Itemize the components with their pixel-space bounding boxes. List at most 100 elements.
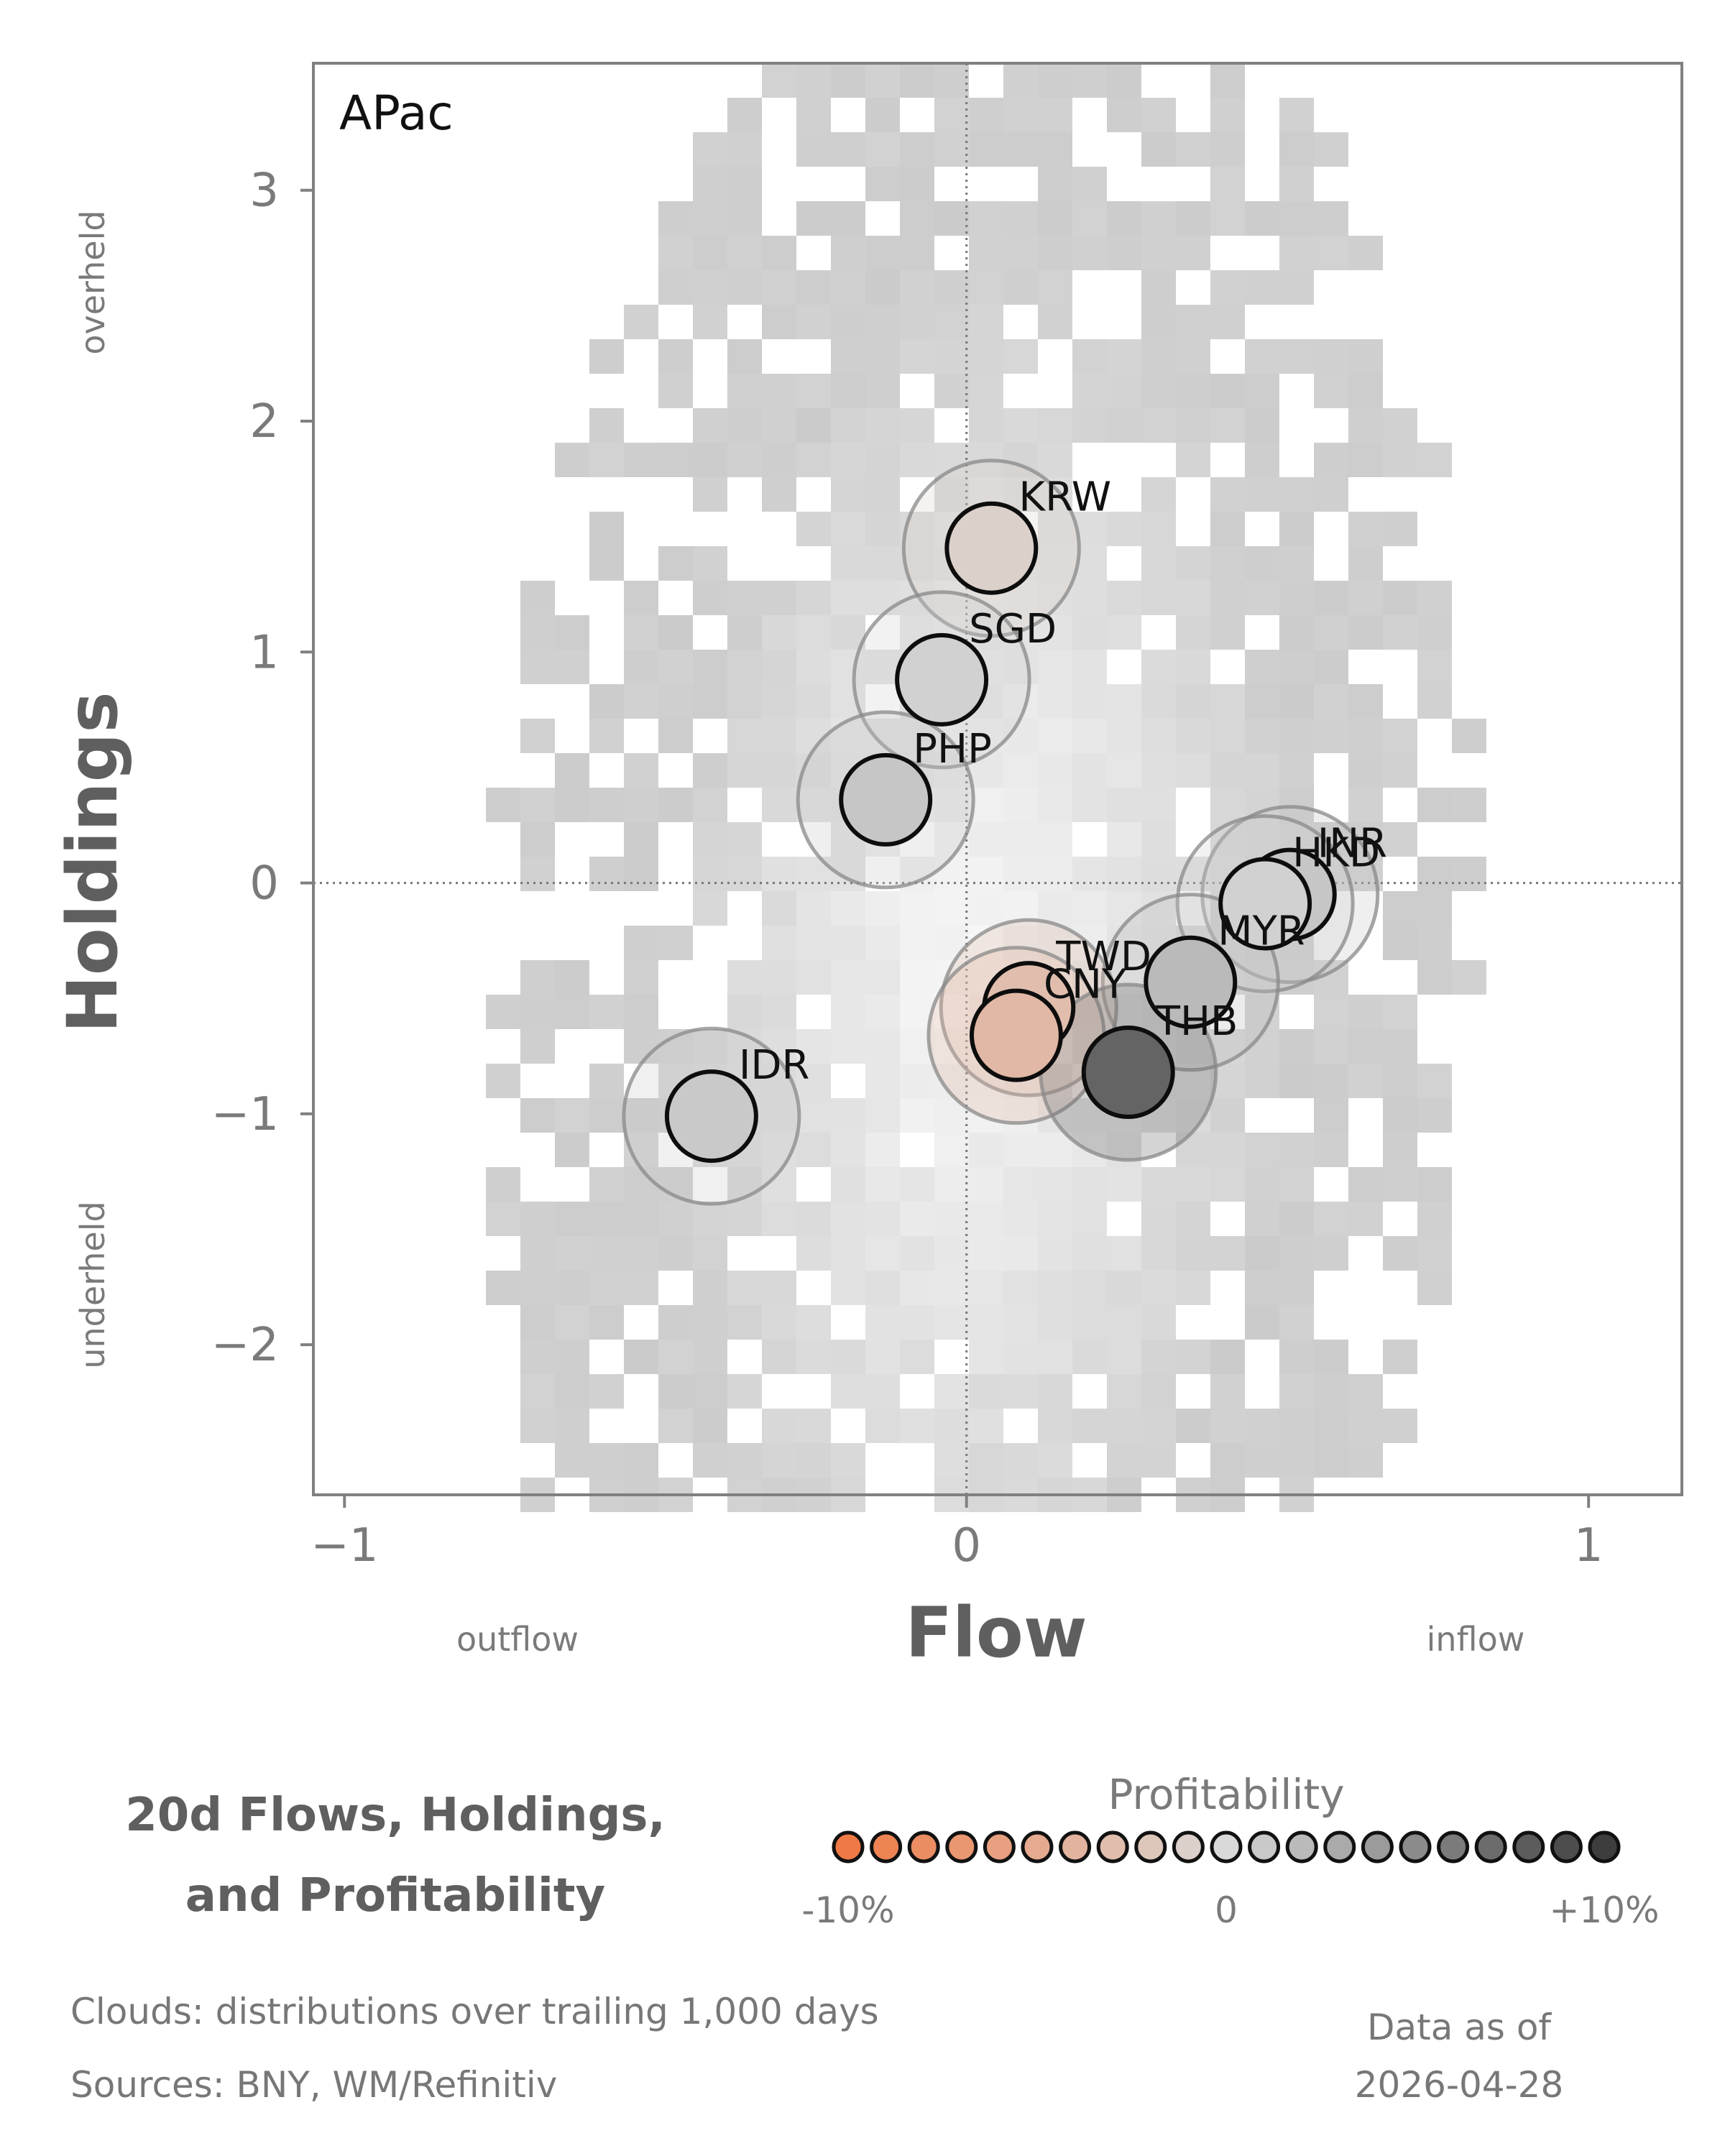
cloud-cell	[693, 1409, 727, 1443]
cloud-cell	[1383, 891, 1417, 926]
cloud-cell	[865, 1167, 900, 1202]
cloud-cell	[1245, 546, 1279, 581]
y-tick-label: 3	[249, 165, 279, 218]
cloud-cell	[865, 63, 900, 98]
cloud-cell	[727, 236, 762, 270]
cloud-cell	[1038, 1133, 1072, 1167]
cloud-cell	[1003, 201, 1038, 236]
cloud-cell	[796, 891, 831, 926]
cloud-cell	[1038, 857, 1072, 891]
cloud-cell	[658, 443, 693, 477]
y-side-label-bottom: underheld	[73, 1201, 112, 1368]
cloud-cell	[1141, 477, 1176, 512]
cloud-cell	[1417, 581, 1452, 615]
cloud-cell	[486, 995, 520, 1029]
cloud-cell	[900, 891, 934, 926]
cloud-cell	[1348, 546, 1383, 581]
cloud-cell	[693, 1340, 727, 1374]
cloud-cell	[1314, 1029, 1348, 1064]
cloud-cell	[934, 857, 969, 891]
cloud-cell	[865, 1064, 900, 1098]
cloud-cell	[1245, 684, 1279, 719]
cloud-cell	[969, 305, 1003, 339]
cloud-cell	[865, 443, 900, 477]
cloud-cell	[865, 1305, 900, 1340]
cloud-cell	[934, 1236, 969, 1271]
cloud-cell	[969, 408, 1003, 443]
cloud-cell	[1383, 822, 1417, 857]
cloud-cell	[589, 788, 624, 822]
cloud-cell	[624, 1443, 658, 1478]
cloud-cell	[1279, 1236, 1314, 1271]
cloud-cell	[1107, 98, 1141, 132]
profitability-scale-dot	[1399, 1830, 1432, 1864]
point-marker	[1218, 857, 1312, 951]
cloud-cell	[1003, 788, 1038, 822]
cloud-cell	[486, 1167, 520, 1202]
cloud-cell	[520, 1305, 555, 1340]
cloud-cell	[693, 650, 727, 684]
cloud-cell	[1245, 1305, 1279, 1340]
cloud-cell	[1003, 408, 1038, 443]
cloud-cell	[900, 270, 934, 305]
cloud-cell	[796, 1029, 831, 1064]
cloud-cell	[1210, 684, 1245, 719]
cloud-cell	[762, 1271, 796, 1305]
cloud-cell	[1107, 1374, 1141, 1409]
cloud-cell	[693, 684, 727, 719]
cloud-cell	[1383, 719, 1417, 753]
cloud-cell	[1072, 1167, 1107, 1202]
cloud-cell	[1348, 995, 1383, 1029]
cloud-cell	[1141, 236, 1176, 270]
cloud-cell	[1383, 512, 1417, 546]
cloud-cell	[1314, 374, 1348, 408]
cloud-cell	[1141, 1167, 1176, 1202]
cloud-cell	[727, 201, 762, 236]
cloud-cell	[589, 1271, 624, 1305]
cloud-cell	[624, 822, 658, 857]
cloud-cell	[1038, 719, 1072, 753]
cloud-cell	[796, 1098, 831, 1133]
cloud-cell	[1107, 236, 1141, 270]
cloud-cell	[900, 305, 934, 339]
cloud-cell	[658, 339, 693, 374]
profitability-scale-dot	[945, 1830, 978, 1864]
panel-label: APac	[339, 86, 454, 141]
cloud-cell	[1383, 615, 1417, 650]
cloud-cell	[1176, 1133, 1210, 1167]
cloud-cell	[555, 960, 589, 995]
cloud-cell	[1279, 650, 1314, 684]
cloud-cell	[796, 305, 831, 339]
cloud-cell	[1141, 270, 1176, 305]
cloud-cell	[658, 1409, 693, 1443]
cloud-cell	[762, 1340, 796, 1374]
cloud-cell	[486, 1064, 520, 1098]
cloud-cell	[969, 1098, 1003, 1133]
cloud-cell	[1348, 1409, 1383, 1443]
cloud-cell	[1314, 1064, 1348, 1098]
cloud-cell	[1279, 1340, 1314, 1374]
cloud-cell	[1107, 1167, 1141, 1202]
cloud-cell	[934, 1374, 969, 1409]
cloud-cell	[796, 132, 831, 167]
cloud-cell	[1141, 201, 1176, 236]
cloud-cell	[1314, 236, 1348, 270]
cloud-cell	[969, 201, 1003, 236]
cloud-cell	[693, 1029, 727, 1064]
cloud-cell	[589, 1202, 624, 1236]
cloud-cell	[1348, 581, 1383, 615]
cloud-cell	[1314, 1236, 1348, 1271]
cloud-cell	[727, 1305, 762, 1340]
cloud-cell	[1417, 615, 1452, 650]
cloud-cell	[1038, 822, 1072, 857]
cloud-cell	[1210, 1443, 1245, 1478]
cloud-cell	[555, 1374, 589, 1409]
cloud-cell	[555, 1340, 589, 1374]
profitability-scale-dot	[1285, 1830, 1318, 1864]
cloud-cell	[555, 615, 589, 650]
cloud-cell	[865, 236, 900, 270]
cloud-cell	[589, 857, 624, 891]
cloud-cell	[1107, 1271, 1141, 1305]
cloud-cell	[1107, 339, 1141, 374]
cloud-cell	[865, 1374, 900, 1409]
